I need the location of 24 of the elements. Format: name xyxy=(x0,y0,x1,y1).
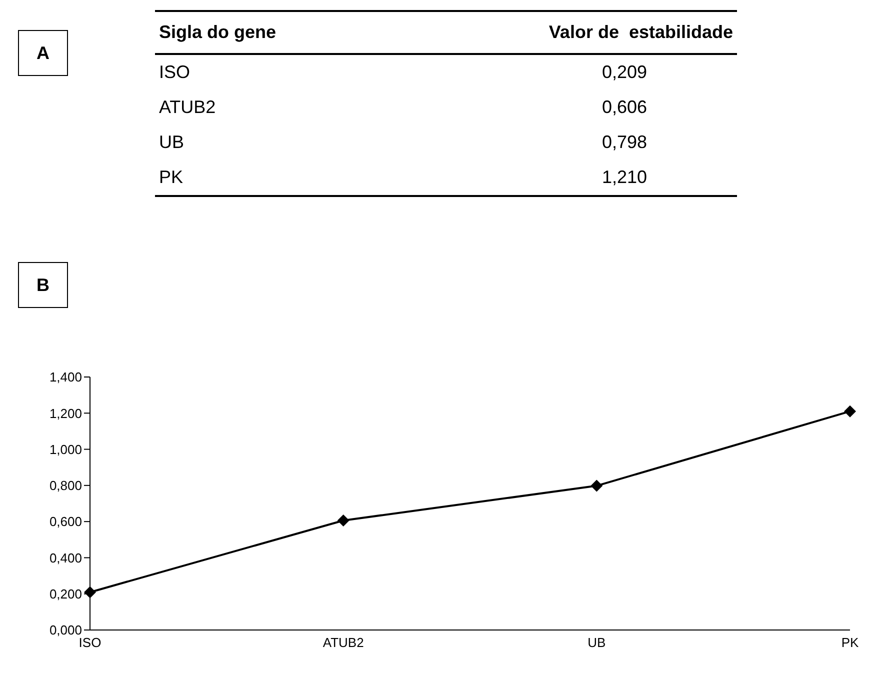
category-label: ISO xyxy=(159,62,190,82)
y-tick-label: 0,800 xyxy=(49,478,82,494)
y-tick-label: 1,000 xyxy=(49,442,82,457)
y-tick-label: 1,200 xyxy=(49,406,82,421)
x-tick-label: ISO xyxy=(78,635,102,650)
text: 0,606 xyxy=(602,97,647,117)
x-tick-label: PK xyxy=(841,635,859,650)
text: Valor de estabilidade xyxy=(548,21,734,44)
category-label: ATUB2 xyxy=(159,97,216,117)
text: B xyxy=(18,262,68,308)
text: A xyxy=(18,30,68,76)
y-tick-label: 0,000 xyxy=(49,622,82,638)
x-tick-label: ATUB2 xyxy=(322,635,364,650)
x-tick-label: UB xyxy=(588,635,606,650)
category-label: UB xyxy=(159,132,184,152)
text: 0,209 xyxy=(602,62,647,82)
y-tick-label: 0,600 xyxy=(49,514,82,530)
text: Sigla do gene xyxy=(158,21,278,44)
text: 1,210 xyxy=(602,167,647,187)
category-label: PK xyxy=(159,167,184,187)
y-tick-label: 1,400 xyxy=(49,370,82,385)
y-tick-label: 0,200 xyxy=(49,586,82,602)
y-tick-label: 0,400 xyxy=(49,550,82,566)
text: 0,798 xyxy=(602,132,647,152)
